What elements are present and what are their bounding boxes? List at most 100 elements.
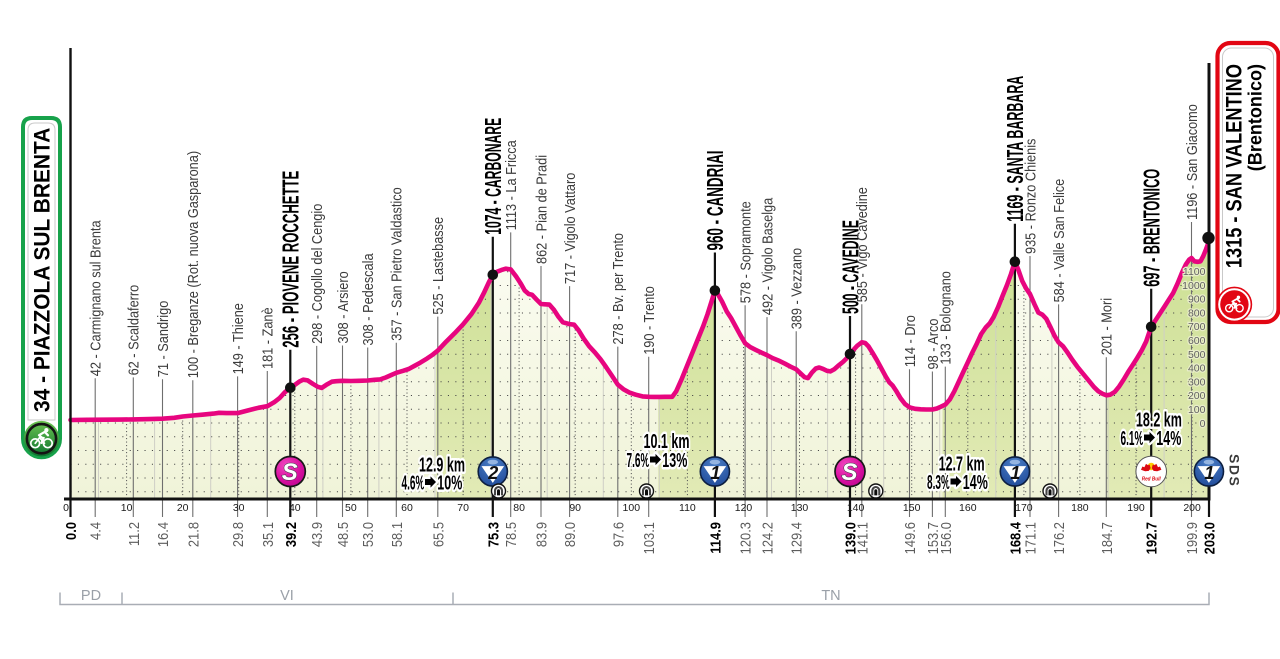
svg-text:153.7: 153.7: [924, 522, 941, 554]
svg-text:357 - San Pietro Valdastico: 357 - San Pietro Valdastico: [388, 187, 405, 341]
svg-text:40: 40: [289, 502, 301, 514]
svg-text:114 - Dro: 114 - Dro: [901, 315, 918, 367]
svg-text:585 - Vigo Cavedine: 585 - Vigo Cavedine: [853, 187, 870, 302]
svg-text:192.7: 192.7: [1143, 522, 1160, 554]
svg-text:14%: 14%: [1156, 427, 1181, 450]
svg-text:4.6%: 4.6%: [402, 472, 425, 495]
svg-text:13%: 13%: [662, 449, 687, 472]
svg-text:100: 100: [1188, 404, 1206, 416]
svg-text:160: 160: [959, 502, 977, 514]
svg-text:700: 700: [1188, 321, 1206, 333]
svg-text:PD: PD: [81, 588, 101, 604]
svg-text:149 - Thiene: 149 - Thiene: [229, 303, 246, 375]
svg-text:4.4: 4.4: [87, 522, 104, 540]
svg-text:2: 2: [487, 463, 498, 483]
svg-text:78.5: 78.5: [502, 522, 519, 547]
svg-text:168.4: 168.4: [1006, 522, 1023, 554]
svg-text:10.1 km: 10.1 km: [644, 430, 690, 453]
svg-text:12.7 km: 12.7 km: [939, 452, 985, 475]
svg-text:400: 400: [1188, 363, 1206, 375]
svg-text:75.3: 75.3: [484, 522, 501, 547]
svg-text:90: 90: [569, 502, 581, 514]
svg-text:492 - Vigolo Baselga: 492 - Vigolo Baselga: [758, 198, 775, 316]
svg-text:133 - Bolognano: 133 - Bolognano: [937, 271, 954, 365]
svg-text:70: 70: [457, 502, 469, 514]
svg-text:176.2: 176.2: [1050, 522, 1067, 554]
svg-text:190: 190: [1127, 502, 1145, 514]
svg-text:900: 900: [1188, 294, 1206, 306]
svg-text:14%: 14%: [963, 471, 988, 494]
svg-text:1000: 1000: [1182, 280, 1206, 292]
svg-text:71 - Sandrigo: 71 - Sandrigo: [154, 300, 171, 377]
svg-text:110: 110: [679, 502, 696, 514]
svg-text:6.1%: 6.1%: [1121, 427, 1144, 450]
svg-text:S: S: [841, 459, 857, 486]
svg-text:862 - Pian de Pradi: 862 - Pian de Pradi: [532, 155, 549, 264]
svg-text:500: 500: [1188, 349, 1206, 361]
svg-text:500 - CAVEDINE: 500 - CAVEDINE: [837, 220, 863, 314]
svg-text:58.1: 58.1: [388, 522, 405, 547]
svg-text:114.9: 114.9: [706, 522, 723, 554]
svg-text:0.0: 0.0: [62, 522, 79, 540]
svg-text:20: 20: [177, 502, 189, 514]
svg-text:171.1: 171.1: [1021, 522, 1038, 554]
svg-text:97.6: 97.6: [609, 522, 626, 547]
svg-text:43.9: 43.9: [308, 522, 325, 547]
svg-text:10: 10: [121, 502, 133, 514]
svg-text:VI: VI: [280, 588, 294, 604]
svg-text:308 - Pedescala: 308 - Pedescala: [359, 253, 376, 345]
svg-text:98 - Arco: 98 - Arco: [924, 318, 941, 369]
svg-text:89.0: 89.0: [561, 522, 578, 547]
svg-text:697 - BRENTONICO: 697 - BRENTONICO: [1138, 169, 1164, 287]
svg-text:TN: TN: [821, 588, 840, 604]
svg-text:50: 50: [345, 502, 357, 514]
svg-text:129.4: 129.4: [788, 522, 805, 554]
svg-text:100 - Breganze (Rot. nuova Gas: 100 - Breganze (Rot. nuova Gasparona): [184, 151, 201, 378]
svg-text:184.7: 184.7: [1098, 522, 1115, 554]
svg-text:0: 0: [63, 502, 69, 514]
svg-text:12.9 km: 12.9 km: [419, 454, 465, 477]
svg-text:1: 1: [1204, 463, 1214, 483]
svg-text:139.0: 139.0: [841, 522, 858, 554]
svg-text:16.4: 16.4: [154, 522, 171, 547]
svg-text:1196 - San Giacomo: 1196 - San Giacomo: [1183, 104, 1200, 220]
svg-text:1074 - CARBONARE: 1074 - CARBONARE: [480, 118, 506, 235]
svg-text:SDS: SDS: [1227, 454, 1243, 487]
svg-text:42 - Carmignano sul Brenta: 42 - Carmignano sul Brenta: [87, 220, 104, 376]
svg-text:S: S: [282, 459, 298, 486]
svg-text:156.0: 156.0: [937, 522, 954, 554]
svg-text:83.9: 83.9: [532, 522, 549, 547]
svg-text:140: 140: [847, 502, 865, 514]
svg-text:100: 100: [623, 502, 641, 514]
svg-text:48.5: 48.5: [334, 522, 351, 547]
svg-text:141.1: 141.1: [853, 522, 870, 554]
svg-text:308 - Arsiero: 308 - Arsiero: [334, 271, 351, 343]
svg-text:62 - Scaldaferro: 62 - Scaldaferro: [125, 285, 142, 376]
svg-text:(Brentonico): (Brentonico): [1244, 64, 1266, 171]
svg-text:35.1: 35.1: [259, 522, 276, 547]
svg-text:256 - PIOVENE ROCCHETTE: 256 - PIOVENE ROCCHETTE: [278, 171, 304, 348]
svg-text:39.2: 39.2: [282, 522, 299, 547]
svg-text:1315 - SAN VALENTINO: 1315 - SAN VALENTINO: [1222, 64, 1247, 268]
svg-text:278 - Bv. per Trento: 278 - Bv. per Trento: [609, 233, 626, 345]
svg-text:1113 - La Fricca: 1113 - La Fricca: [502, 140, 519, 230]
svg-text:120.3: 120.3: [737, 522, 754, 554]
svg-text:600: 600: [1188, 335, 1206, 347]
svg-text:103.1: 103.1: [640, 522, 657, 554]
svg-text:130: 130: [791, 502, 809, 514]
svg-text:203.0: 203.0: [1200, 522, 1217, 554]
svg-text:18.2 km: 18.2 km: [1136, 408, 1182, 431]
svg-text:1100: 1100: [1183, 266, 1206, 278]
svg-text:935 - Ronzo Chienis: 935 - Ronzo Chienis: [1021, 139, 1038, 254]
svg-text:150: 150: [903, 502, 921, 514]
svg-text:960 - CANDRIAI: 960 - CANDRIAI: [702, 151, 728, 251]
svg-text:Red Bull: Red Bull: [1142, 476, 1161, 482]
svg-text:21.8: 21.8: [184, 522, 201, 547]
svg-text:30: 30: [233, 502, 245, 514]
svg-text:800: 800: [1188, 307, 1206, 319]
svg-text:180: 180: [1071, 502, 1089, 514]
svg-text:34 - PIAZZOLA SUL BRENTA: 34 - PIAZZOLA SUL BRENTA: [29, 127, 55, 412]
svg-text:0: 0: [1200, 418, 1206, 430]
svg-text:170: 170: [1015, 502, 1033, 514]
svg-text:8.3%: 8.3%: [927, 471, 950, 494]
